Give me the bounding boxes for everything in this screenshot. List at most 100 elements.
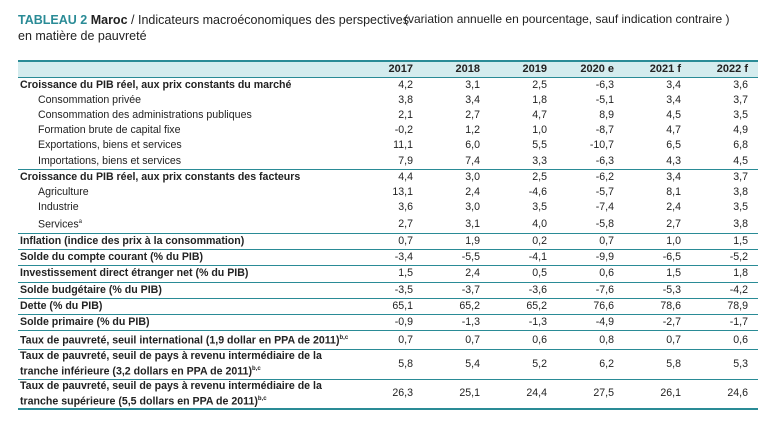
row-value: -3,4 [356, 249, 423, 266]
row-label-text: Agriculture [38, 185, 89, 198]
header-year: 2022 f [691, 60, 758, 78]
row-value: -3,7 [423, 281, 490, 299]
row-label: Formation brute de capital fixe [18, 123, 356, 138]
title-line-2: en matière de pauvreté [18, 29, 147, 43]
row-value: -7,6 [557, 281, 624, 299]
footnote-marker: b,c [339, 335, 349, 342]
row-value: 3,4 [465, 93, 480, 106]
header-blank [18, 60, 356, 78]
row-value: -4,1 [490, 249, 557, 266]
row-value: 3,5 [532, 201, 547, 214]
row-value: -4,9 [557, 314, 624, 331]
row-value: 4,2 [398, 78, 413, 91]
row-value: 0,6 [691, 330, 758, 350]
row-label-text: Dette (% du PIB) [20, 299, 103, 312]
row-value: 2,4 [666, 201, 681, 214]
row-label: Taux de pauvreté, seuil international (1… [18, 330, 356, 350]
table-subtitle: (variation annuelle en pourcentage, sauf… [404, 12, 730, 26]
row-value: 3,0 [465, 201, 480, 214]
table-row: Solde primaire (% du PIB) -0,9 -1,3 -1,3 -4,… [18, 314, 758, 331]
row-value: 0,7 [624, 330, 691, 350]
row-value: 4,5 [666, 108, 681, 121]
row-label-text: Consommation des administrations publiqu… [38, 108, 252, 121]
row-value: -5,2 [691, 249, 758, 266]
table-row: Croissance du PIB réel, aux prix constan… [18, 168, 758, 185]
header-year: 2021 f [624, 60, 691, 78]
row-value: 78,9 [691, 297, 758, 315]
table-row: Croissance du PIB réel, aux prix constan… [18, 77, 758, 93]
row-value: -1,3 [423, 314, 490, 331]
row-value: 0,7 [557, 233, 624, 250]
row-value: 6,0 [465, 139, 480, 152]
row-value: 25,1 [423, 378, 490, 411]
row-value: 24,6 [691, 378, 758, 411]
row-label: Croissance du PIB réel, aux prix constan… [18, 168, 356, 185]
row-value: 4,7 [666, 124, 681, 137]
row-value: 3,3 [532, 154, 547, 167]
row-label-text: Importations, biens et services [38, 154, 182, 167]
row-value: -3,5 [356, 281, 423, 299]
header-year: 2018 [423, 60, 490, 78]
row-value: 3,7 [691, 168, 758, 185]
header-year: 2019 [490, 60, 557, 78]
row-value: 3,4 [666, 78, 681, 91]
row-label-text: Formation brute de capital fixe [38, 124, 181, 137]
row-value: -2,7 [624, 314, 691, 331]
row-value: 5,5 [532, 139, 547, 152]
header-row: 2017 2018 2019 2020 e 2021 f 2022 f [18, 60, 758, 78]
table-row: Consommation privée 3,8 3,4 1,8 -5,1 3,4 3,7 [18, 93, 758, 108]
title-separator: / [131, 13, 135, 27]
row-label: Agriculture [18, 185, 356, 200]
row-label: Dette (% du PIB) [18, 297, 356, 315]
row-label-text: Exportations, biens et services [38, 139, 182, 152]
row-value: -1,3 [490, 314, 557, 331]
row-value: 3,5 [733, 201, 748, 214]
row-value: 3,8 [398, 93, 413, 106]
row-value: 5,8 [624, 349, 691, 380]
table-code: TABLEAU 2 [18, 13, 88, 27]
header-year: 2020 e [557, 60, 624, 78]
row-value: 3,4 [666, 93, 681, 106]
row-value: 65,2 [423, 297, 490, 315]
table-row: Solde budgétaire (% du PIB) -3,5 -3,7 -3,6-… [18, 281, 758, 299]
row-value: -0,2 [394, 124, 413, 137]
row-label: Croissance du PIB réel, aux prix constan… [18, 77, 356, 93]
row-value: 3,1 [465, 217, 480, 230]
table-row: Dette (% du PIB) 65,1 65,2 65,2 76,6 78,6 78,9 [18, 297, 758, 315]
row-value: -0,9 [356, 314, 423, 331]
row-label-text: Solde primaire (% du PIB) [20, 316, 150, 329]
table-row: Taux de pauvreté, seuil de pays à revenu… [18, 378, 758, 411]
row-value: 2,7 [398, 217, 413, 230]
row-value: 3,5 [733, 108, 748, 121]
indicators-table-wrapper: 2017 2018 2019 2020 e 2021 f 2022 f Croi… [18, 60, 758, 411]
row-value: 2,4 [465, 185, 480, 198]
row-value: -3,6 [490, 281, 557, 299]
row-value: 4,4 [356, 168, 423, 185]
row-value: 5,2 [490, 349, 557, 380]
row-value: -1,7 [691, 314, 758, 331]
row-label: Servicesa [18, 215, 356, 233]
header-year: 2017 [356, 60, 423, 78]
row-label: Taux de pauvreté, seuil de pays à revenu… [18, 349, 356, 380]
row-value: 0,6 [557, 265, 624, 283]
row-value: 2,4 [423, 265, 490, 283]
row-value: 78,6 [624, 297, 691, 315]
row-value: 26,3 [356, 378, 423, 411]
row-value: 3,1 [465, 78, 480, 91]
row-label-text: Solde budgétaire (% du PIB) [20, 283, 162, 296]
row-value: 0,8 [557, 330, 624, 350]
row-value: 1,0 [532, 124, 547, 137]
row-value: -6,2 [557, 168, 624, 185]
row-value: 13,1 [392, 185, 413, 198]
table-row: Inflation (indice des prix à la consomma… [18, 233, 758, 250]
table-row: Taux de pauvreté, seuil international (1… [18, 330, 758, 350]
row-label-text: Inflation (indice des prix à la consomma… [20, 235, 245, 248]
row-value: 3,6 [733, 78, 748, 91]
table-row: Investissement direct étranger net (% du… [18, 265, 758, 283]
table-row: Agriculture 13,1 2,4 -4,6 -5,7 8,1 3,8 [18, 185, 758, 200]
row-value: 0,7 [423, 330, 490, 350]
table-title: TABLEAU 2 Maroc / Indicateurs macroécono… [18, 12, 758, 52]
row-value: 1,9 [423, 233, 490, 250]
footnote-marker: b,c [257, 395, 267, 402]
row-value: -5,3 [624, 281, 691, 299]
